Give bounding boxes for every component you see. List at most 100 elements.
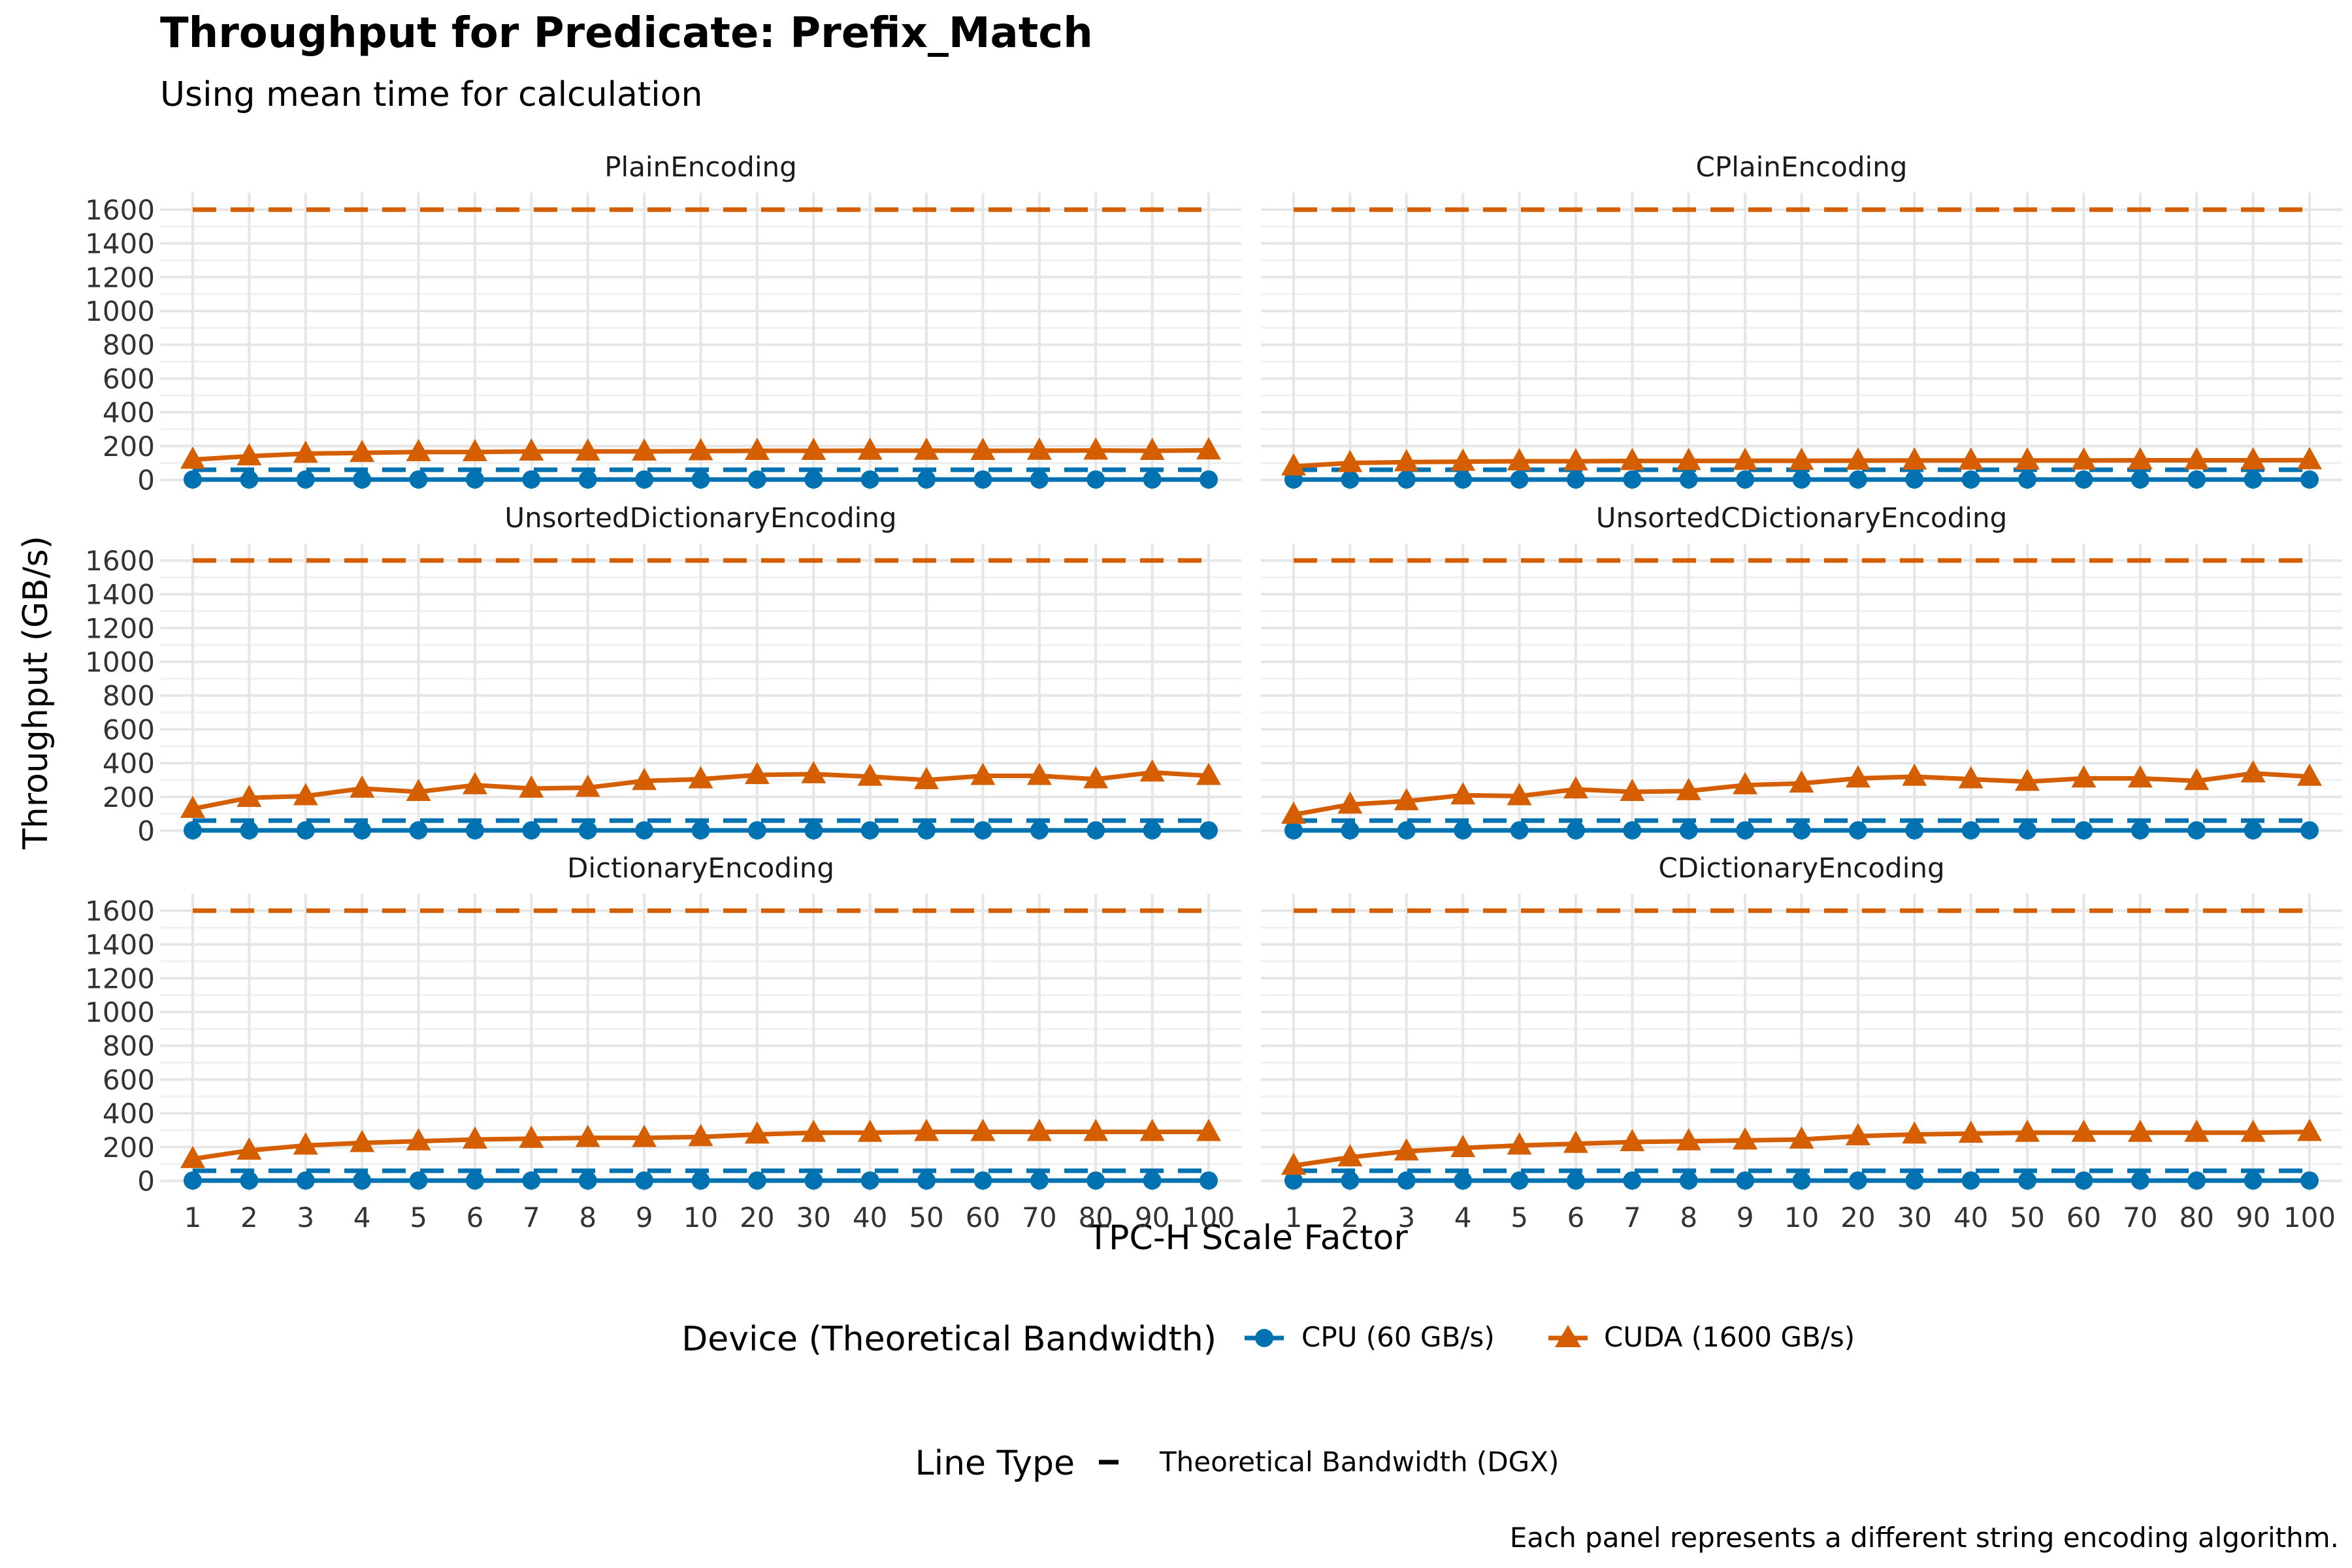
data-point-cpu (2074, 1171, 2093, 1190)
data-point-cpu (1792, 1171, 1811, 1190)
panel-5: CDictionaryEncoding 1 2 3 4 5 6 7 8 9 10 20 30 40 50 60… (1261, 852, 2342, 1233)
data-point-cpu (1143, 470, 1162, 489)
data-point-cuda (1958, 1120, 1984, 1143)
data-point-cpu (1905, 1171, 1924, 1190)
y-tick-label: 200 (103, 431, 155, 463)
data-point-cuda (575, 1124, 600, 1147)
panel-1: CPlainEncoding (1261, 151, 2342, 490)
chart-caption: Each panel represents a different string… (1510, 1522, 2339, 1554)
y-tick-label: 1200 (85, 261, 155, 293)
data-point-cpu (522, 470, 541, 489)
y-tick-label: 1600 (85, 545, 155, 577)
data-point-cuda (2015, 447, 2040, 470)
x-tick-label: 40 (1953, 1201, 1988, 1233)
data-point-cpu (917, 470, 936, 489)
data-point-cpu (2244, 821, 2262, 840)
panel-title: CPlainEncoding (1696, 151, 1908, 183)
data-point-cuda (2071, 1119, 2097, 1142)
data-point-cuda (857, 1119, 883, 1142)
data-point-cuda (1139, 1119, 1165, 1141)
data-point-cpu (1397, 470, 1416, 489)
data-point-cuda (801, 1119, 826, 1142)
x-tick-label: 40 (853, 1201, 887, 1233)
data-point-cpu (1143, 1171, 1162, 1190)
data-point-cpu (1086, 470, 1105, 489)
data-point-cuda (180, 1145, 205, 1168)
data-point-cuda (1789, 1126, 1814, 1149)
data-point-cpu (2300, 1171, 2319, 1190)
data-point-cuda (1083, 766, 1109, 789)
y-tick-label: 1600 (85, 194, 155, 226)
data-point-cpu (1623, 470, 1642, 489)
x-tick-label: 8 (579, 1201, 596, 1233)
data-point-cuda (1196, 762, 1221, 785)
data-point-cpu (353, 1171, 372, 1190)
x-tick-label: 7 (523, 1201, 540, 1233)
x-tick-label: 70 (2123, 1201, 2157, 1233)
data-point-cuda (914, 766, 939, 789)
y-tick-label: 800 (103, 1030, 155, 1062)
data-point-cpu (1454, 470, 1473, 489)
data-point-cuda (1394, 1138, 1419, 1161)
data-point-cpu (2187, 1171, 2206, 1190)
data-point-cuda (1281, 801, 1306, 824)
data-point-cuda (1394, 788, 1419, 811)
data-point-cpu (184, 470, 202, 489)
data-point-cpu (240, 821, 259, 840)
x-tick-label: 20 (1840, 1201, 1875, 1233)
data-point-cpu (1848, 821, 1867, 840)
panel-title: PlainEncoding (604, 151, 797, 183)
data-point-cpu (1566, 1171, 1585, 1190)
data-point-cuda (632, 438, 657, 461)
y-tick-label: 600 (103, 713, 155, 745)
data-point-cpu (1454, 1171, 1473, 1190)
data-point-cpu (1510, 470, 1529, 489)
data-point-cuda (180, 446, 205, 469)
panel-4: DictionaryEncoding0200400600800100012001… (85, 852, 1241, 1233)
data-point-cpu (804, 821, 823, 840)
legend-cuda-label: CUDA (1600 GB/s) (1604, 1321, 1855, 1353)
data-point-cuda (1845, 448, 1870, 470)
panel-title: UnsortedDictionaryEncoding (504, 502, 896, 534)
data-point-cpu (1510, 1171, 1529, 1190)
data-point-cpu (1792, 470, 1811, 489)
data-point-cpu (1030, 1171, 1049, 1190)
data-point-cuda (1083, 1119, 1109, 1141)
data-point-cpu (1961, 470, 1980, 489)
data-point-cuda (2071, 765, 2097, 788)
data-point-cuda (350, 775, 375, 798)
linetype-legend-label: Theoretical Bandwidth (DGX) (1159, 1446, 1559, 1478)
data-point-cpu (804, 470, 823, 489)
data-point-cuda (519, 775, 544, 798)
device-legend: Device (Theoretical Bandwidth) CPU (60 G… (681, 1320, 1855, 1359)
data-point-cpu (860, 821, 879, 840)
data-point-cuda (1196, 437, 1221, 460)
data-point-cpu (1510, 821, 1529, 840)
data-point-cpu (747, 821, 766, 840)
data-point-cuda (2297, 447, 2322, 470)
data-point-cuda (688, 766, 713, 789)
panel-title: UnsortedCDictionaryEncoding (1596, 502, 2007, 534)
data-point-cuda (293, 440, 318, 463)
y-tick-label: 200 (103, 781, 155, 813)
data-point-cpu (804, 1171, 823, 1190)
data-point-cpu (2300, 470, 2319, 489)
data-point-cpu (409, 1171, 428, 1190)
data-point-cpu (2244, 1171, 2262, 1190)
chart-subtitle: Using mean time for calculation (160, 75, 703, 114)
data-point-cpu (860, 470, 879, 489)
data-point-cuda (1450, 782, 1476, 805)
data-point-cpu (1961, 821, 1980, 840)
data-point-cuda (1958, 766, 1984, 789)
y-tick-label: 0 (137, 1165, 155, 1197)
data-point-cpu (2018, 470, 2037, 489)
data-point-cpu (240, 1171, 259, 1190)
data-point-cpu (2300, 821, 2319, 840)
data-point-cpu (1030, 470, 1049, 489)
data-point-cpu (1961, 1171, 1980, 1190)
panel-3: UnsortedCDictionaryEncoding (1261, 502, 2342, 841)
data-point-cpu (184, 1171, 202, 1190)
data-point-cpu (1679, 1171, 1698, 1190)
data-point-cpu (635, 1171, 654, 1190)
data-point-cuda (575, 438, 600, 461)
